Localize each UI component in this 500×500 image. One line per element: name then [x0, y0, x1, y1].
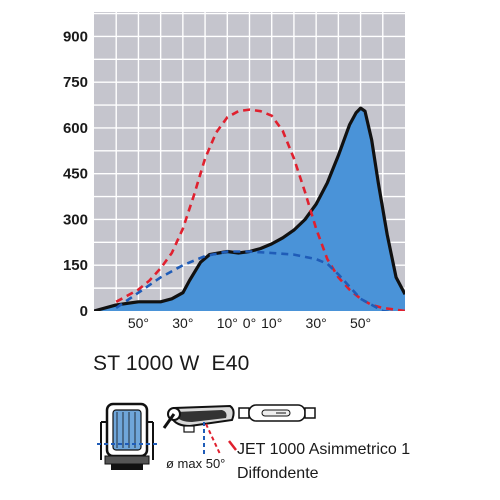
- y-tick-label: 150: [63, 257, 88, 274]
- red-legend-marker: [228, 440, 237, 451]
- x-tick-label: 30°: [172, 315, 193, 331]
- y-tick-label: 900: [63, 28, 88, 45]
- series-line-solid: [94, 106, 405, 311]
- chart-series: [94, 106, 405, 311]
- y-tick-label: 300: [63, 211, 88, 228]
- y-axis-ticks: 900 750 600 450 300 150 0: [63, 28, 88, 320]
- x-tick-label: 10°: [217, 315, 238, 331]
- optic-type: Diffondente: [237, 465, 319, 482]
- y-tick-label: 750: [63, 74, 88, 91]
- floodlight-front-icon: [97, 398, 159, 485]
- x-tick-label: 50°: [350, 315, 371, 331]
- x-tick-label: 0°: [243, 315, 256, 331]
- lamp-tube-icon: [238, 402, 318, 429]
- x-tick-label: 30°: [306, 315, 327, 331]
- series-line-dashed-1: [115, 108, 405, 311]
- x-axis-ticks: 50° 30° 10° 0° 10° 30° 50°: [128, 315, 371, 331]
- y-tick-label: 450: [63, 166, 88, 183]
- angle-note: ø max 50°: [166, 456, 226, 471]
- model-label: ST 1000 W E40: [93, 352, 250, 375]
- optic-name: JET 1000 Asimmetrico 1: [237, 441, 411, 458]
- y-tick-label: 600: [63, 120, 88, 137]
- x-tick-label: 50°: [128, 315, 149, 331]
- x-tick-label: 10°: [261, 315, 282, 331]
- floodlight-tilted-icon: [160, 398, 238, 463]
- y-tick-label: 0: [80, 303, 88, 320]
- series-line-dashed-2: [115, 250, 393, 311]
